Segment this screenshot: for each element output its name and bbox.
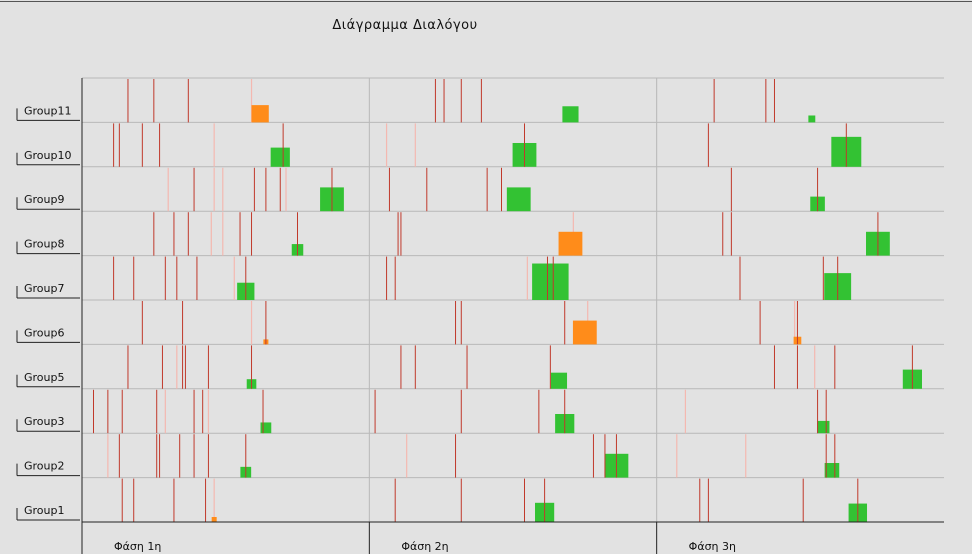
group11-orange-block [251,105,269,123]
group9-green-block [506,187,531,212]
group-label-group6: Group6 [24,326,65,339]
group7-green-block [532,263,569,300]
group-label-group5: Group5 [24,371,65,384]
group10-green-block [270,147,290,167]
group-label-group11: Group11 [24,104,72,117]
group1-orange-block [211,517,217,522]
phase-label-1: Φάση 1η [114,540,161,553]
phase-label-2: Φάση 2η [401,540,448,553]
group8-orange-block [558,231,583,256]
group-label-group3: Group3 [24,415,65,428]
group-label-group1: Group1 [24,504,65,517]
group11-green-block [808,115,816,123]
group6-orange-block [572,320,597,345]
group-label-group8: Group8 [24,238,65,251]
group-label-group2: Group2 [24,460,65,473]
phase-label-3: Φάση 3η [689,540,736,553]
group3-green-block [817,420,830,434]
group-label-group9: Group9 [24,193,65,206]
group-label-group7: Group7 [24,282,65,295]
group5-green-block [550,372,568,389]
chart-title: Διάγραμμα Διαλόγου [332,18,478,33]
group11-green-block [562,106,579,123]
group2-green-block [824,463,840,478]
group-label-group10: Group10 [24,149,72,162]
top-rule [0,1,972,2]
group3-green-block [260,422,272,434]
